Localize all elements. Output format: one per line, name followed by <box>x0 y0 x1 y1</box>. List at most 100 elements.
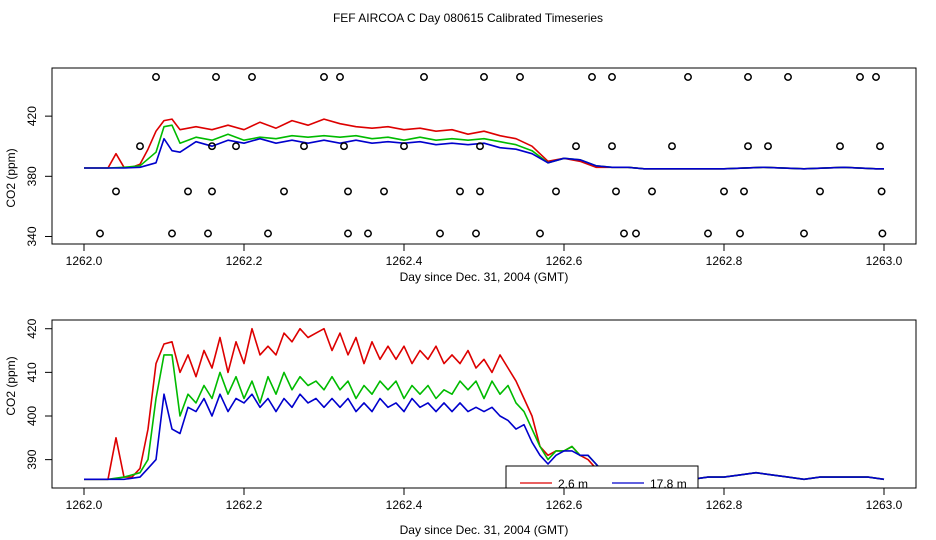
top-sample-marker <box>872 73 880 81</box>
top-sample-marker <box>632 229 640 238</box>
top-sample-marker <box>208 187 216 196</box>
top-sample-marker <box>612 187 620 196</box>
top-sample-marker <box>684 73 692 81</box>
top-x-axis: 1262.0 1262.2 1262.4 1262.6 1262.8 1263.0 <box>66 244 903 268</box>
top-sample-marker <box>648 187 656 196</box>
top-x-tick-label: 1262.6 <box>546 254 583 268</box>
bottom-y-tick-label: 420 <box>25 318 39 338</box>
top-sample-marker <box>300 142 308 151</box>
top-sample-marker <box>456 187 464 196</box>
bottom-y-axis: 390 400 410 420 <box>25 318 52 470</box>
top-y-tick-label: 380 <box>25 166 39 186</box>
top-y-tick-label: 340 <box>25 226 39 246</box>
top-x-tick-label: 1262.2 <box>226 254 263 268</box>
bottom-series-group <box>84 327 885 481</box>
top-sample-marker <box>552 187 560 196</box>
top-sample-marker <box>878 229 887 238</box>
top-y-tick-label: 420 <box>25 106 39 126</box>
top-sample-marker <box>740 187 748 196</box>
bottom-y-label: CO2 (ppm) <box>4 356 18 415</box>
top-sample-marker <box>420 73 428 81</box>
top-sample-marker <box>572 142 580 151</box>
top-plot-frame <box>51 67 917 245</box>
top-sample-marker <box>620 229 628 238</box>
legend-label-17-8m: 17.8 m <box>650 477 687 491</box>
top-sample-marker <box>536 229 544 238</box>
top-sample-marker <box>476 142 484 151</box>
top-sample-marker <box>336 73 344 81</box>
top-x-tick-label: 1263.0 <box>866 254 903 268</box>
bottom-x-tick-label: 1262.4 <box>386 498 423 512</box>
bottom-series-green-line <box>84 354 885 481</box>
top-sample-marker <box>877 187 886 196</box>
top-sample-marker <box>280 187 288 196</box>
legend-box <box>505 465 699 489</box>
top-sample-marker <box>248 73 256 81</box>
top-sample-marker <box>736 229 744 238</box>
bottom-y-tick-label: 400 <box>25 406 39 426</box>
legend: 2.6 m 17.8 m <box>505 465 699 491</box>
top-sample-marker <box>764 142 772 151</box>
top-sample-marker <box>668 142 676 151</box>
top-sample-marker <box>516 73 524 81</box>
legend-label-2-6m: 2.6 m <box>558 477 588 491</box>
bottom-x-axis: 1262.0 1262.2 1262.4 1262.6 1262.8 1263.0 <box>66 488 903 512</box>
top-sample-marker <box>264 229 272 238</box>
bottom-plot-frame <box>51 319 917 489</box>
bottom-x-tick-label: 1262.2 <box>226 498 263 512</box>
figure-title: FEF AIRCOA C Day 080615 Calibrated Times… <box>333 11 603 25</box>
bottom-panel: 1262.0 1262.2 1262.4 1262.6 1262.8 1263.0 390… <box>4 318 917 537</box>
top-sample-marker <box>608 142 616 151</box>
top-sample-marker <box>436 229 444 238</box>
top-sample-marker <box>320 73 328 81</box>
bottom-x-label: Day since Dec. 31, 2004 (GMT) <box>400 523 569 537</box>
top-sample-marker <box>608 73 616 81</box>
top-sample-marker <box>204 229 212 238</box>
top-sample-marker <box>344 187 352 196</box>
top-sample-marker <box>380 187 388 196</box>
top-sample-marker <box>876 142 884 151</box>
top-sample-marker <box>168 229 176 238</box>
top-sample-marker <box>784 73 792 81</box>
top-sample-marker <box>96 229 104 238</box>
top-sample-marker <box>800 229 808 238</box>
top-sample-marker <box>704 229 712 238</box>
top-y-label: CO2 (ppm) <box>4 148 18 207</box>
top-sample-marker <box>340 142 348 151</box>
top-sample-marker <box>836 142 844 151</box>
bottom-series-2-6-m-line <box>84 327 885 481</box>
top-sample-marker <box>744 73 752 81</box>
top-sample-marker <box>816 187 824 196</box>
top-panel: 1262.0 1262.2 1262.4 1262.6 1262.8 1263.0 340… <box>4 67 917 284</box>
top-sample-marker <box>588 73 596 81</box>
bottom-x-tick-label: 1263.0 <box>866 498 903 512</box>
top-series-group <box>84 118 884 170</box>
top-sample-marker <box>720 187 728 196</box>
top-sample-marker <box>208 142 216 151</box>
bottom-y-tick-label: 390 <box>25 449 39 469</box>
top-y-axis: 340 380 420 <box>25 106 52 246</box>
top-x-tick-label: 1262.0 <box>66 254 103 268</box>
top-sample-marker <box>744 142 752 151</box>
bottom-x-tick-label: 1262.8 <box>706 498 743 512</box>
top-sample-marker <box>400 142 408 151</box>
top-markers-group <box>96 73 887 238</box>
bottom-series-17-8-m-line <box>84 393 885 481</box>
top-sample-marker <box>232 142 240 151</box>
bottom-x-tick-label: 1262.6 <box>546 498 583 512</box>
top-sample-marker <box>184 187 192 196</box>
top-sample-marker <box>344 229 352 238</box>
top-sample-marker <box>212 73 220 81</box>
top-sample-marker <box>856 73 864 81</box>
top-sample-marker <box>476 187 484 196</box>
bottom-x-tick-label: 1262.0 <box>66 498 103 512</box>
top-sample-marker <box>472 229 480 238</box>
top-sample-marker <box>112 187 120 196</box>
top-x-tick-label: 1262.8 <box>706 254 743 268</box>
top-sample-marker <box>152 73 160 81</box>
top-x-tick-label: 1262.4 <box>386 254 423 268</box>
top-sample-marker <box>136 142 144 151</box>
top-sample-marker <box>480 73 488 81</box>
top-series-blue-line <box>84 137 884 170</box>
